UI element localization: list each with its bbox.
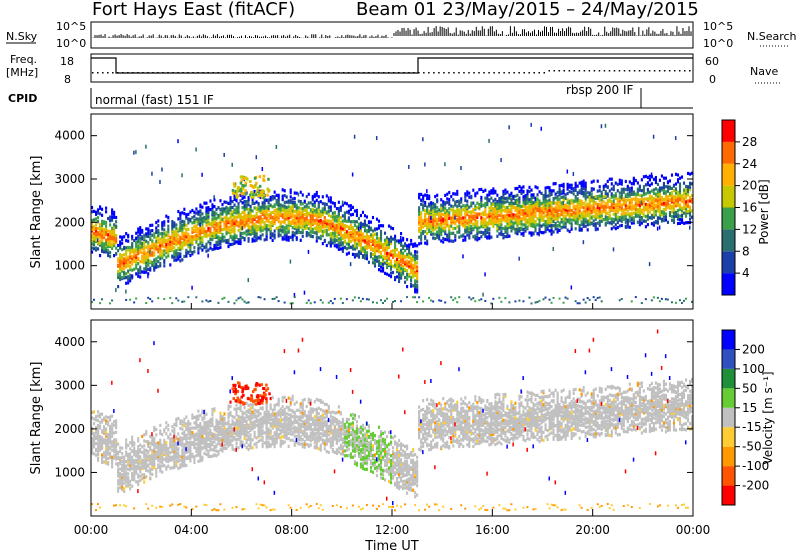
power-colorbar-label: Power [dB] <box>757 179 771 244</box>
velocity-colorbar-label: Velocity [m s⁻¹] <box>761 371 775 464</box>
cpid-segment-rbsp: rbsp 200 IF <box>566 83 633 97</box>
noise-tick-bottom-right: 10^0 <box>703 37 733 50</box>
colorbar-tick: 8 <box>742 244 750 258</box>
colorbar-tick: -200 <box>742 479 769 493</box>
colorbar-tick: -50 <box>742 440 762 454</box>
power-yaxis: 1000 2000 3000 4000 <box>54 129 693 273</box>
colorbar-tick: 200 <box>742 342 765 356</box>
velocity-yaxis: 1000 2000 3000 4000 <box>54 335 693 479</box>
y-tick-label: 1000 <box>54 259 85 273</box>
noise-trace <box>90 26 692 38</box>
station-title: Fort Hays East (fitACF) <box>92 0 295 20</box>
colorbar-tick: -100 <box>742 459 769 473</box>
colorbar-tick: 50 <box>742 381 757 395</box>
y-tick-label: 1000 <box>54 465 85 479</box>
noise-panel: N.Sky 10^5 10^0 10^5 10^0 N.Search <box>6 20 797 50</box>
noise-tick-bottom-left: 10^0 <box>56 37 86 50</box>
colorbar-tick: 24 <box>742 157 757 171</box>
y-tick-label: 2000 <box>54 215 85 229</box>
y-tick-label: 2000 <box>54 422 85 436</box>
colorbar-tick: 20 <box>742 179 757 193</box>
nave-tick-top: 60 <box>705 55 719 68</box>
time-xlabel: Time UT <box>364 539 418 554</box>
beam-date-title: Beam 01 23/May/2015 – 24/May/2015 <box>356 0 699 20</box>
y-tick-label: 3000 <box>54 378 85 392</box>
power-panel: 1000 2000 3000 4000 Slant Range [km] <box>29 113 694 310</box>
x-tick-label: 16:00 <box>475 523 510 537</box>
cpid-segment-normal: normal (fast) 151 IF <box>95 93 214 107</box>
x-tick-label: 20:00 <box>575 523 610 537</box>
colorbar-tick: 100 <box>742 362 765 376</box>
noise-search-label: N.Search <box>747 30 797 43</box>
nave-tick-bottom: 0 <box>709 73 716 86</box>
freq-label: Freq. <box>10 53 37 66</box>
velocity-ylabel: Slant Range [km] <box>29 362 44 475</box>
colorbar-tick: -15 <box>742 420 762 434</box>
colorbar-tick: 4 <box>742 266 750 280</box>
nave-label: Nave <box>750 65 778 78</box>
x-tick-label: 00:00 <box>74 523 109 537</box>
cpid-panel: CPID normal (fast) 151 IF rbsp 200 IF <box>8 83 693 109</box>
x-tick-label: 12:00 <box>375 523 410 537</box>
nave-trace <box>92 70 691 74</box>
freq-tick-top: 18 <box>60 55 74 68</box>
frequency-panel: Freq. [MHz] 18 8 60 0 Nave <box>6 53 780 86</box>
time-xaxis: 00:00 04:00 08:00 12:00 16:00 20:00 00:00 <box>74 303 711 537</box>
power-ylabel: Slant Range [km] <box>29 156 44 269</box>
frequency-trace <box>91 57 693 74</box>
x-tick-label: 08:00 <box>274 523 309 537</box>
velocity-colorbar: -200 -100 -50 -15 15 50 100 200 <box>721 329 769 506</box>
velocity-panel: 1000 2000 3000 4000 Slant Range [km] <box>29 319 694 517</box>
noise-tick-top-right: 10^5 <box>703 20 733 33</box>
y-tick-label: 4000 <box>54 129 85 143</box>
colorbar-tick: 12 <box>742 222 757 236</box>
y-tick-label: 4000 <box>54 335 85 349</box>
colorbar-tick: 28 <box>742 135 757 149</box>
noise-tick-top-left: 10^5 <box>56 20 86 33</box>
x-tick-label: 00:00 <box>676 523 711 537</box>
velocity-scatter <box>91 329 694 512</box>
y-tick-label: 3000 <box>54 172 85 186</box>
noise-sky-label: N.Sky <box>6 30 38 43</box>
cpid-label: CPID <box>8 92 37 105</box>
power-colorbar: 4 8 12 16 20 24 28 <box>721 119 757 296</box>
colorbar-tick: 16 <box>742 201 757 215</box>
freq-tick-bottom: 8 <box>64 73 71 86</box>
power-scatter <box>91 122 694 305</box>
x-tick-label: 04:00 <box>174 523 209 537</box>
colorbar-tick: 15 <box>742 401 757 415</box>
freq-unit-label: [MHz] <box>6 66 38 79</box>
